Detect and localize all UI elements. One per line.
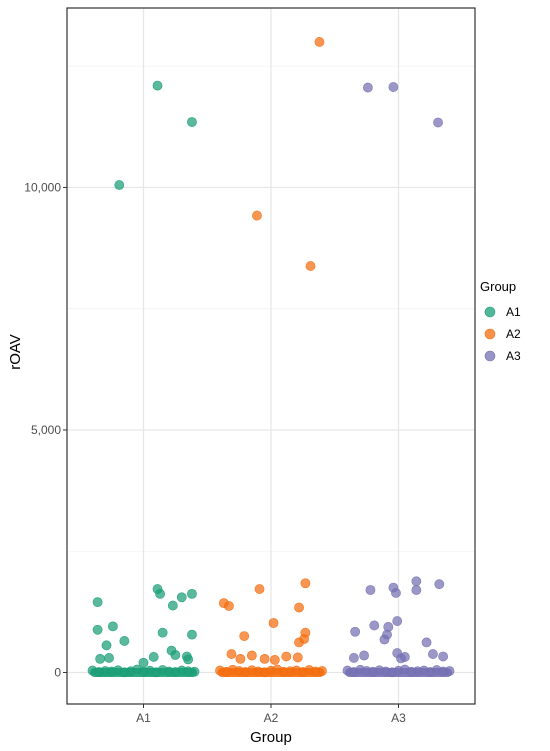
legend-items: A1 A2 A3 — [484, 305, 521, 363]
x-tick-label: A2 — [264, 711, 279, 725]
data-point-a1 — [157, 627, 168, 638]
data-point-a2 — [226, 649, 237, 659]
data-point-a1 — [176, 592, 187, 603]
data-point-a3 — [428, 649, 438, 659]
data-point-a1 — [152, 80, 163, 91]
legend-label-a3: A3 — [506, 349, 521, 363]
x-tick-label: A3 — [391, 711, 406, 725]
data-point-a3 — [391, 588, 401, 598]
data-point-a3 — [411, 585, 422, 595]
data-point-a1 — [187, 629, 197, 640]
data-point-a1 — [187, 589, 197, 599]
data-point-a2 — [292, 652, 303, 663]
data-point-a2 — [268, 618, 279, 628]
data-point-a2 — [305, 261, 316, 271]
data-point-a3 — [444, 666, 455, 676]
data-point-a2 — [281, 651, 292, 662]
data-point-a1 — [114, 180, 125, 190]
legend-key-a3 — [484, 350, 496, 362]
data-point-a3 — [433, 117, 443, 128]
legend-key-a2 — [484, 328, 496, 340]
data-point-a2 — [259, 653, 270, 664]
data-point-a3 — [392, 616, 403, 626]
legend: Group A1 A2 A3 — [480, 279, 521, 363]
x-tick-label: A1 — [136, 711, 151, 725]
data-point-a1 — [167, 600, 178, 611]
y-tick-label: 0 — [54, 665, 61, 679]
data-points — [87, 37, 455, 678]
data-point-a1 — [104, 653, 114, 663]
data-point-a1 — [95, 653, 106, 664]
data-point-a3 — [438, 651, 449, 662]
data-point-a1 — [101, 640, 112, 651]
data-point-a2 — [235, 653, 246, 664]
data-point-a1 — [119, 636, 130, 646]
legend-key-a1 — [484, 306, 496, 318]
data-point-a2 — [300, 578, 311, 589]
data-point-a1 — [92, 624, 103, 635]
data-point-a1 — [170, 650, 181, 660]
data-point-a1 — [183, 654, 194, 665]
data-point-a2 — [239, 631, 250, 641]
data-point-a3 — [369, 620, 380, 631]
data-point-a3 — [362, 82, 373, 93]
data-point-a3 — [359, 650, 369, 661]
data-point-a2 — [294, 637, 304, 648]
legend-label-a2: A2 — [506, 327, 521, 341]
data-point-a2 — [224, 601, 234, 611]
data-point-a3 — [350, 626, 361, 637]
data-point-a2 — [246, 650, 257, 661]
data-point-a3 — [379, 634, 390, 645]
legend-title: Group — [480, 279, 516, 294]
y-tick-label: 10,000 — [24, 180, 61, 194]
data-point-a3 — [421, 637, 432, 648]
data-point-a2 — [314, 37, 325, 47]
data-point-a3 — [396, 653, 406, 664]
y-axis-title: rOAV — [7, 334, 24, 370]
y-axis-ticks: 0 5,000 10,000 — [24, 180, 67, 679]
x-axis-ticks: A1 A2 A3 — [136, 704, 406, 725]
data-point-a2 — [254, 584, 265, 594]
data-point-a3 — [388, 82, 399, 92]
data-point-a1 — [148, 652, 159, 662]
data-point-a3 — [411, 576, 422, 587]
data-point-a3 — [348, 653, 359, 663]
data-point-a1 — [187, 117, 197, 127]
data-point-a2 — [252, 210, 262, 221]
data-point-a1 — [108, 621, 118, 632]
data-point-a1 — [189, 666, 200, 677]
data-point-a3 — [434, 579, 445, 590]
x-axis-title: Group — [250, 729, 292, 746]
data-point-a1 — [92, 597, 103, 608]
data-point-a2 — [294, 602, 304, 613]
data-point-a3 — [365, 585, 376, 595]
data-point-a2 — [317, 666, 327, 676]
legend-label-a1: A1 — [506, 305, 521, 319]
data-point-a2 — [269, 654, 280, 665]
y-tick-label: 5,000 — [31, 423, 61, 437]
data-point-a1 — [155, 589, 165, 599]
